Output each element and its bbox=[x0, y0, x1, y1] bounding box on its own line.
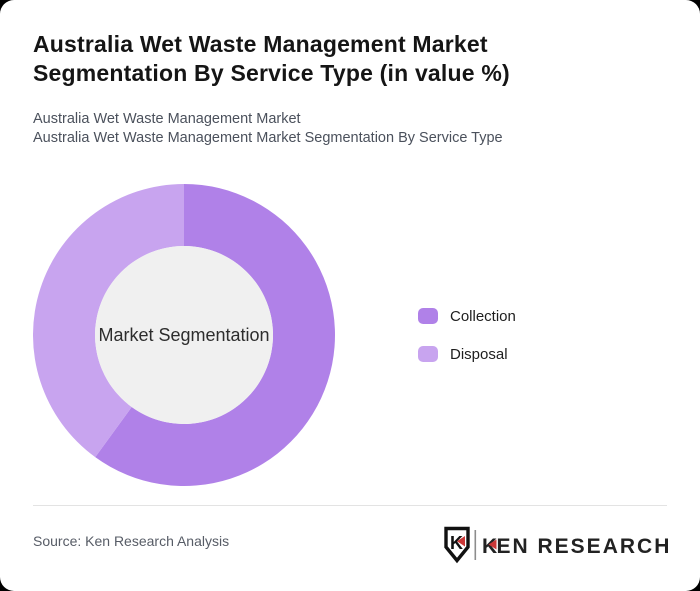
donut-chart-svg bbox=[33, 184, 335, 486]
logo-shield-triangle-icon bbox=[457, 536, 465, 547]
donut-segment-collection[interactable] bbox=[95, 184, 335, 486]
legend-label: Collection bbox=[450, 307, 516, 325]
legend-label: Disposal bbox=[450, 345, 508, 363]
legend-item-disposal[interactable]: Disposal bbox=[418, 344, 516, 364]
donut-chart: Market Segmentation bbox=[33, 184, 335, 486]
donut-hole bbox=[95, 246, 273, 424]
ken-research-logo: K K EN RESEARCH bbox=[444, 526, 672, 564]
chart-legend: Collection Disposal bbox=[418, 306, 516, 364]
subtitle-line-2: Australia Wet Waste Management Market Se… bbox=[33, 130, 503, 146]
logo-shield-letter: K bbox=[450, 533, 463, 553]
logo-brand-k: K bbox=[482, 535, 499, 558]
legend-swatch bbox=[418, 346, 438, 362]
logo-separator bbox=[474, 530, 477, 560]
logo-brand-triangle-icon bbox=[488, 539, 497, 550]
logo-shield-icon bbox=[444, 526, 470, 564]
donut-segment-disposal[interactable] bbox=[33, 184, 184, 458]
subtitle-line-1: Australia Wet Waste Management Market bbox=[33, 111, 301, 127]
legend-swatch bbox=[418, 308, 438, 324]
source-text: Source: Ken Research Analysis bbox=[33, 533, 230, 549]
logo-brand-rest: EN RESEARCH bbox=[497, 535, 672, 558]
legend-item-collection[interactable]: Collection bbox=[418, 306, 516, 326]
subtitle-block: Australia Wet Waste Management Market Au… bbox=[33, 110, 653, 148]
footer-divider bbox=[33, 505, 667, 506]
page-title: Australia Wet Waste Management Market Se… bbox=[33, 31, 510, 86]
